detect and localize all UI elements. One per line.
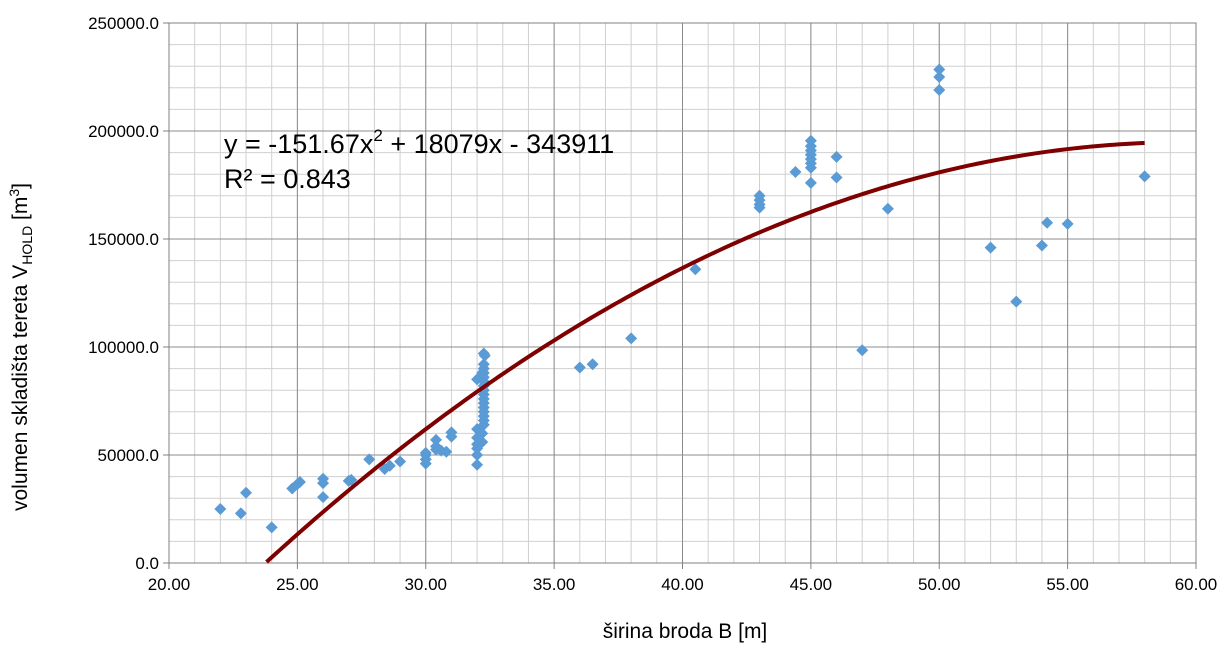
equation-suffix: + 18079x - 343911	[383, 129, 614, 159]
data-point	[363, 453, 376, 466]
data-point	[1035, 239, 1048, 252]
y-tick-label: 100000.0	[88, 338, 159, 357]
r-squared-label: R² = 0.843	[224, 164, 351, 194]
y-title-close: ]	[9, 183, 32, 189]
data-point	[214, 503, 227, 515]
data-point	[625, 332, 638, 345]
data-point	[1138, 170, 1151, 183]
data-point	[265, 521, 278, 534]
data-points	[214, 63, 1151, 534]
y-axis-title: volumen skladišta tereta VHOLD [m3]	[6, 183, 35, 511]
y-tick-label: 200000.0	[88, 122, 159, 141]
data-point	[1041, 216, 1054, 229]
data-point	[830, 150, 843, 163]
x-axis-title: širina broda B [m]	[603, 620, 768, 643]
y-tick-label: 0.0	[135, 554, 159, 573]
x-tick-label: 60.00	[1175, 575, 1218, 594]
y-axis-tick-labels: 0.0 50000.0 100000.0 150000.0 200000.0 250000…	[88, 14, 159, 573]
data-point	[689, 263, 702, 276]
trendline	[265, 140, 1145, 564]
data-point	[586, 358, 599, 371]
data-point	[573, 361, 586, 374]
y-title-unit: [m	[9, 197, 32, 226]
y-title-main: volumen skladišta tereta V	[9, 265, 32, 511]
data-point	[476, 427, 489, 440]
data-point	[753, 189, 766, 202]
data-point	[933, 63, 946, 76]
y-title-subscript: HOLD	[19, 226, 35, 265]
data-point	[984, 241, 997, 254]
data-point	[477, 358, 490, 371]
data-point	[478, 349, 491, 362]
equation-exponent: 2	[373, 126, 382, 145]
data-point	[293, 476, 306, 488]
equation-prefix: y = -151.67x	[224, 129, 374, 159]
data-point	[476, 436, 489, 449]
y-tick-label: 50000.0	[98, 446, 159, 465]
plot-area-border	[168, 22, 1197, 564]
data-point	[856, 344, 869, 357]
data-point	[881, 202, 894, 215]
trendline-equation: y = -151.67x2 + 18079x - 343911	[224, 126, 614, 159]
data-point	[419, 446, 432, 459]
data-point	[830, 171, 843, 184]
data-point	[933, 71, 946, 83]
data-point	[804, 176, 817, 189]
data-point	[317, 491, 330, 504]
data-point	[345, 473, 358, 486]
x-tick-label: 25.00	[276, 575, 319, 594]
data-point	[317, 472, 330, 485]
data-point	[471, 449, 484, 461]
y-tick-label: 250000.0	[88, 14, 159, 33]
data-point	[394, 455, 407, 468]
data-point	[789, 166, 802, 179]
data-point	[440, 445, 453, 458]
data-point	[804, 134, 817, 147]
y-tick-label: 150000.0	[88, 230, 159, 249]
major-gridlines	[163, 22, 1197, 569]
data-point	[1061, 217, 1074, 230]
x-tick-label: 30.00	[404, 575, 447, 594]
x-tick-label: 20.00	[148, 575, 191, 594]
data-point	[933, 83, 946, 96]
x-axis-tick-labels: 20.00 25.00 30.00 35.00 40.00 45.00 50.00 55.00…	[148, 575, 1218, 594]
x-tick-label: 35.00	[533, 575, 576, 594]
data-point	[445, 426, 458, 439]
data-point	[1010, 295, 1023, 308]
x-tick-label: 50.00	[918, 575, 961, 594]
data-point	[471, 458, 484, 471]
x-tick-label: 55.00	[1046, 575, 1089, 594]
data-point	[383, 459, 396, 472]
x-tick-label: 45.00	[790, 575, 833, 594]
data-point	[240, 486, 253, 499]
data-point	[430, 433, 443, 446]
y-title-superscript: 3	[6, 189, 22, 197]
x-tick-label: 40.00	[661, 575, 704, 594]
data-point	[234, 507, 247, 520]
